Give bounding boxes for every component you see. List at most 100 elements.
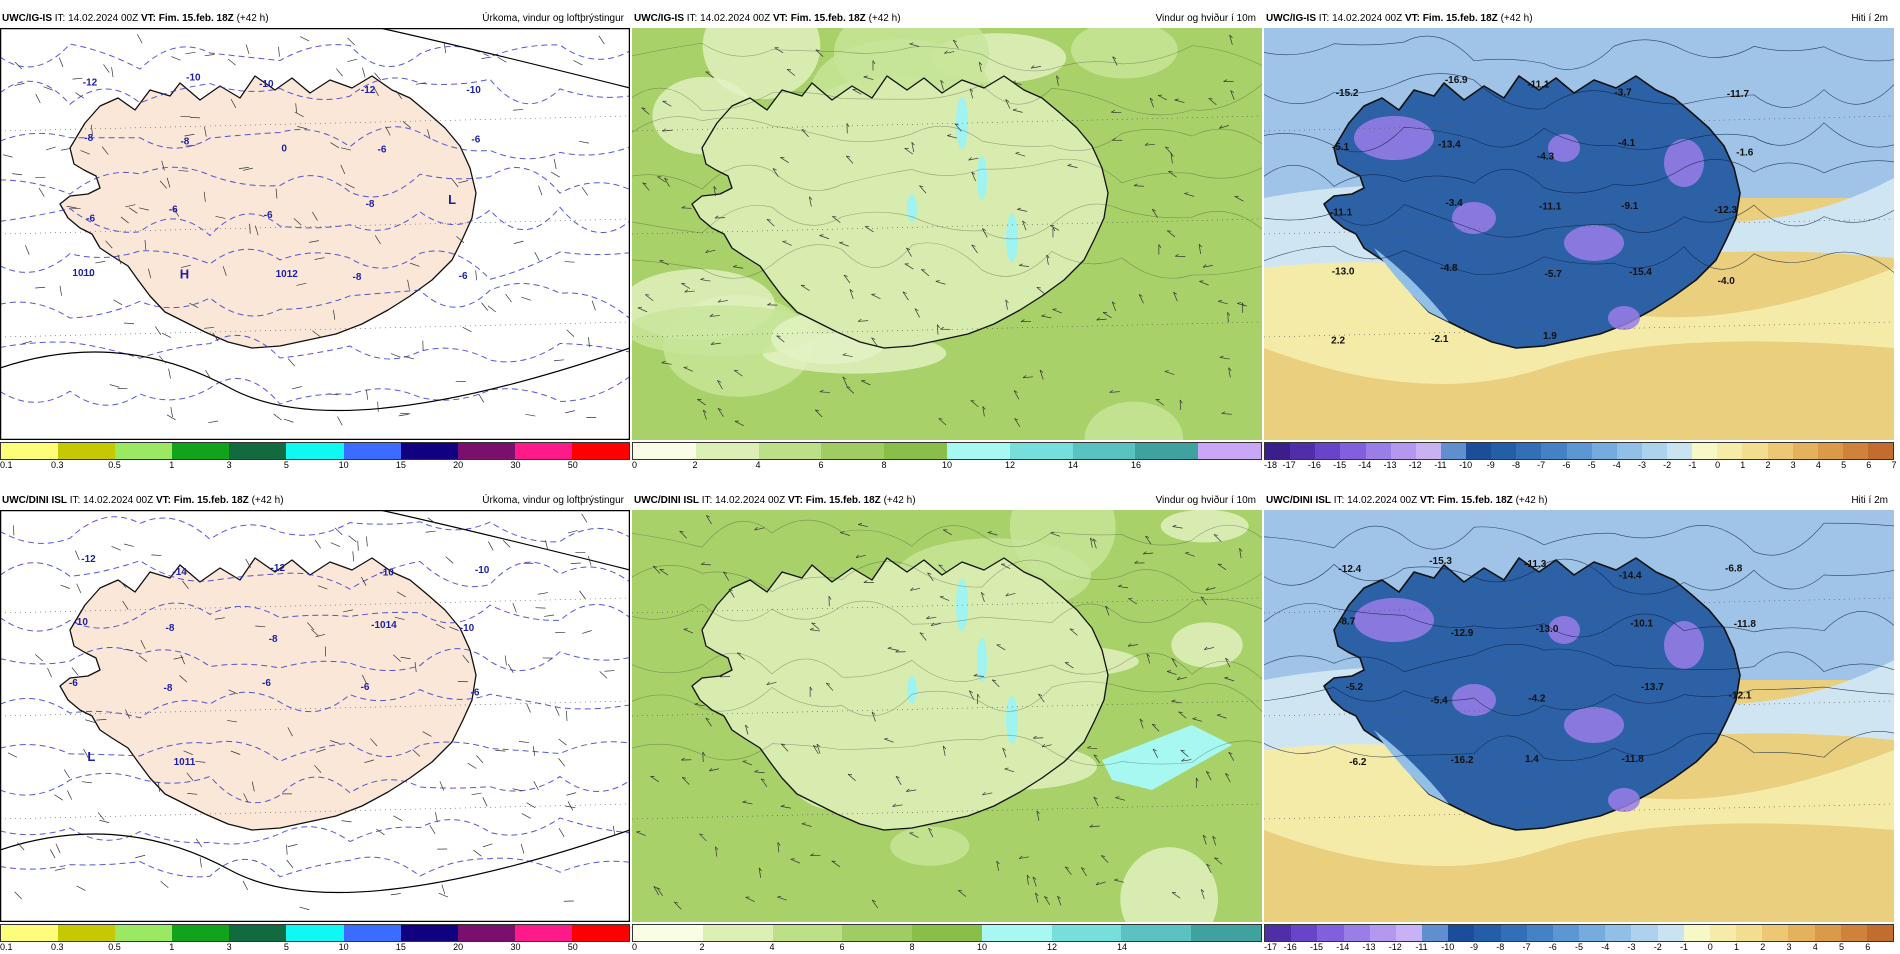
panel-run-info: UWC/IG-IS IT: 14.02.2024 00Z VT: Fim. 15…: [2, 10, 269, 28]
wind-patch: [1171, 622, 1242, 667]
valid-time-label: VT:: [1420, 495, 1435, 506]
valid-time-value: Fim. 15.feb. 18Z: [806, 495, 881, 506]
field-title: Vindur og hviður í 10m: [1156, 492, 1256, 510]
map-value-label: -12.4: [1338, 564, 1361, 575]
colorbar-swatch: [696, 443, 759, 459]
colorbar-tick-label: 6: [839, 942, 844, 952]
init-time-label: IT:: [55, 13, 66, 24]
map-value-label: -4.2: [1528, 694, 1546, 705]
colorbar-tick-label: 1: [1734, 942, 1739, 952]
map-value-label: -8.7: [1338, 617, 1356, 628]
colorbar-tick-label: 15: [396, 942, 406, 952]
valid-time-label: VT:: [788, 495, 803, 506]
map-panel-r2-c2: UWC/DINI ISL IT: 14.02.2024 00Z VT: Fim.…: [632, 492, 1262, 952]
cold-region: [1354, 598, 1434, 642]
colorbar-swatch: [703, 925, 773, 941]
map-panel-r2-c3: UWC/DINI ISL IT: 14.02.2024 00Z VT: Fim.…: [1264, 492, 1894, 952]
map-value-label: -10.1: [1630, 619, 1653, 630]
colorbar-swatch: [759, 443, 822, 459]
colorbar-tick-label: -10: [1441, 942, 1454, 952]
colorbar-tick-label: -4: [1601, 942, 1609, 952]
map-value-label: -13.0: [1332, 267, 1355, 278]
map-value-label: -12.3: [1714, 205, 1737, 216]
colorbar-swatch: [1366, 443, 1391, 459]
map-value-label: -11.8: [1734, 619, 1757, 630]
colorbar-swatches: [1264, 924, 1894, 942]
init-time-value: 14.02.2024 00Z: [83, 495, 153, 506]
colorbar-swatch: [821, 443, 884, 459]
colorbar-tick-label: -8: [1512, 460, 1520, 470]
map-value-label: -6: [378, 145, 387, 156]
colorbar-swatch: [1710, 925, 1736, 941]
colorbar-swatch: [344, 443, 401, 459]
colorbar-swatch: [1868, 443, 1893, 459]
colorbar-swatch: [1391, 443, 1416, 459]
map-value-label: -5.2: [1346, 682, 1364, 693]
map-canvas[interactable]: [632, 510, 1262, 922]
colorbar-tick-label: 30: [510, 942, 520, 952]
map-canvas[interactable]: -15.2-16.9-11.1-3.7-11.7-5.1-13.4-4.3-4.…: [1264, 28, 1894, 440]
colorbar-swatch: [1793, 443, 1818, 459]
colorbar-swatch: [286, 925, 343, 941]
colorbar-tick-label: 4: [1813, 942, 1818, 952]
colorbar-swatch: [1, 925, 58, 941]
panel-title-bar: UWC/DINI ISL IT: 14.02.2024 00Z VT: Fim.…: [632, 492, 1262, 510]
colorbar-swatches: [0, 442, 630, 460]
valid-time-value: Fim. 15.feb. 18Z: [159, 13, 234, 24]
map-value-label: -5.7: [1545, 269, 1563, 280]
glacier-gust-area: [977, 638, 987, 682]
colorbar-tick-label: 20: [453, 942, 463, 952]
colorbar-tick-label: -15: [1310, 942, 1323, 952]
init-time-value: 14.02.2024 00Z: [1347, 495, 1417, 506]
colorbar-swatch: [515, 443, 572, 459]
colorbar-swatch: [1658, 925, 1684, 941]
colorbar-swatch: [172, 443, 229, 459]
map-panel-r2-c1: UWC/DINI ISL IT: 14.02.2024 00Z VT: Fim.…: [0, 492, 630, 952]
map-value-label: -12.1: [1729, 691, 1752, 702]
colorbar-swatch: [401, 925, 458, 941]
lead-time: (+42 h): [884, 495, 916, 506]
colorbar-swatch: [1315, 443, 1340, 459]
map-canvas[interactable]: -12.4-15.3-11.3-14.4-6.8-8.7-12.9-13.0-1…: [1264, 510, 1894, 922]
map-value-label: -6: [471, 135, 480, 146]
colorbar-swatch: [633, 443, 696, 459]
colorbar-tick-label: 0.3: [51, 942, 64, 952]
colorbar-tick-label: -16: [1308, 460, 1321, 470]
colorbar-swatch: [458, 925, 515, 941]
map-value-label: -8: [180, 137, 189, 148]
map-canvas[interactable]: -12-14-12-10-10-10-8-8-1014-10-6-8-6-6-6…: [0, 510, 630, 922]
field-title: Úrkoma, vindur og loftþrýstingur: [482, 10, 624, 28]
colorbar-swatch: [1474, 925, 1500, 941]
lead-time: (+42 h): [237, 13, 269, 24]
colorbar-swatch: [1466, 443, 1491, 459]
colorbar-tick-label: 4: [769, 942, 774, 952]
colorbar-swatch: [1291, 925, 1317, 941]
map-canvas[interactable]: [632, 28, 1262, 440]
colorbar-tick-label: 12: [1005, 460, 1015, 470]
colorbar-tick-label: 0: [1715, 460, 1720, 470]
colorbar-tick-label: 5: [1839, 942, 1844, 952]
colorbar-tick-label: 1: [169, 460, 174, 470]
valid-time-label: VT:: [773, 13, 788, 24]
map-value-label: -10: [259, 79, 274, 90]
colorbar-tick-label: -16: [1284, 942, 1297, 952]
map-value-label: -12.9: [1451, 628, 1474, 639]
colorbar-swatch: [229, 443, 286, 459]
map-value-label: -12: [271, 563, 286, 574]
map-value-label: -6: [169, 205, 178, 216]
field-title: Úrkoma, vindur og loftþrýstingur: [482, 492, 624, 510]
colorbar-swatch: [1344, 925, 1370, 941]
colorbar-swatch: [1491, 443, 1516, 459]
map-value-label: -6.8: [1725, 564, 1743, 575]
colorbar-tick-label: 4: [1816, 460, 1821, 470]
map-value-label: -11.1: [1539, 202, 1562, 213]
map-value-label: 1012: [276, 269, 299, 280]
map-panel-r1-c1: UWC/IG-IS IT: 14.02.2024 00Z VT: Fim. 15…: [0, 10, 630, 470]
colorbar-tick-label: 7: [1891, 460, 1896, 470]
colorbar-swatch: [1198, 443, 1261, 459]
colorbar-tick-label: 3: [1786, 942, 1791, 952]
map-value-label: -10: [466, 85, 481, 96]
field-title: Hiti í 2m: [1851, 10, 1888, 28]
